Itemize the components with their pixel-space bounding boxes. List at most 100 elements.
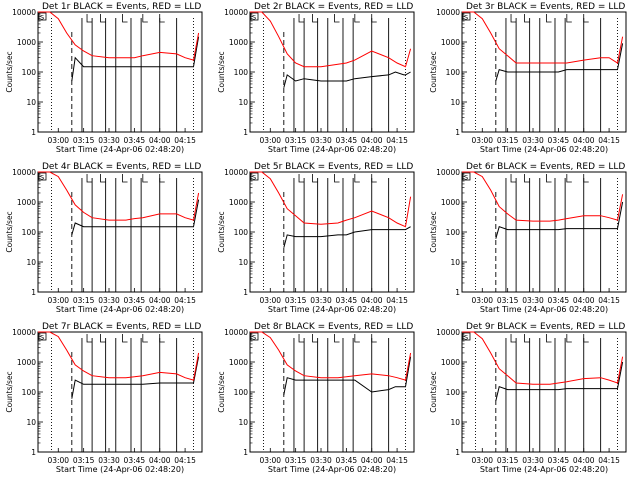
x-tick-label: 04:15 xyxy=(174,456,196,465)
y-tick-label: 1 xyxy=(455,288,460,297)
panel-title: Det 7r BLACK = Events, RED = LLD xyxy=(42,322,201,332)
det-panel-7: Det 7r BLACK = Events, RED = LLD S 1 10 100 1… xyxy=(5,322,203,474)
y-tick-label: 1000 xyxy=(441,358,460,367)
bracket-mark xyxy=(100,174,106,183)
y-tick-label: 1 xyxy=(455,128,460,137)
bracket-mark xyxy=(371,174,377,183)
events-series-line xyxy=(71,36,200,82)
corner-letter: S xyxy=(252,174,256,182)
det-panel-3: Det 3r BLACK = Events, RED = LLD S 1 10 100 1… xyxy=(429,2,627,154)
lld-series-line xyxy=(250,171,412,228)
lld-series-line xyxy=(38,171,200,221)
lld-series-line xyxy=(38,11,200,61)
y-tick-label: 100 xyxy=(22,228,37,237)
y-tick-label: 100 xyxy=(234,228,249,237)
bracket-mark xyxy=(524,174,530,183)
lld-series-line xyxy=(38,331,200,381)
bracket-mark xyxy=(566,174,572,183)
y-tick-label: 100 xyxy=(22,388,37,397)
corner-letter: S xyxy=(464,334,468,342)
y-axis-label: Counts/sec xyxy=(429,51,438,92)
x-tick-label: 03:45 xyxy=(336,296,358,305)
x-tick-label: 03:30 xyxy=(310,296,332,305)
x-tick-label: 03:00 xyxy=(259,136,281,145)
panel-title: Det 6r BLACK = Events, RED = LLD xyxy=(466,162,625,172)
y-tick-label: 10 xyxy=(450,418,460,427)
x-axis-label: Start Time (24-Apr-06 02:48:20) xyxy=(268,305,396,314)
det-panel-1: Det 1r BLACK = Events, RED = LLD S 1 10 100 1… xyxy=(5,2,203,154)
bracket-mark xyxy=(566,334,572,343)
x-tick-label: 03:15 xyxy=(73,456,95,465)
x-axis-label: Start Time (24-Apr-06 02:48:20) xyxy=(268,145,396,154)
lld-series-line xyxy=(462,331,624,385)
x-tick-label: 04:15 xyxy=(174,296,196,305)
bracket-mark xyxy=(122,174,128,183)
y-tick-label: 10 xyxy=(26,98,36,107)
bracket-mark xyxy=(312,14,318,23)
x-tick-label: 03:30 xyxy=(310,136,332,145)
x-tick-label: 03:15 xyxy=(285,136,307,145)
y-tick-label: 1 xyxy=(243,128,248,137)
x-tick-label: 03:30 xyxy=(522,136,544,145)
y-axis-label: Counts/sec xyxy=(5,211,14,252)
x-axis-label: Start Time (24-Apr-06 02:48:20) xyxy=(480,145,608,154)
y-tick-label: 10000 xyxy=(224,328,248,337)
x-tick-label: 04:15 xyxy=(174,136,196,145)
x-tick-label: 03:15 xyxy=(73,136,95,145)
y-tick-label: 1000 xyxy=(229,198,248,207)
x-tick-label: 03:00 xyxy=(471,136,493,145)
bracket-mark xyxy=(100,334,106,343)
x-tick-label: 03:00 xyxy=(47,296,69,305)
y-tick-label: 1 xyxy=(455,448,460,457)
bracket-mark xyxy=(100,14,106,23)
bracket-mark xyxy=(510,14,517,23)
corner-letter: S xyxy=(40,174,44,182)
x-tick-label: 03:45 xyxy=(124,456,146,465)
events-series-line xyxy=(71,199,200,236)
y-axis-label: Counts/sec xyxy=(429,371,438,412)
bracket-mark xyxy=(86,334,93,343)
y-tick-label: 10 xyxy=(450,258,460,267)
y-tick-label: 100 xyxy=(446,228,461,237)
y-axis-label: Counts/sec xyxy=(5,51,14,92)
bracket-mark xyxy=(583,14,589,23)
y-axis-label: Counts/sec xyxy=(429,211,438,252)
bracket-mark xyxy=(334,174,340,183)
y-tick-label: 1 xyxy=(31,448,36,457)
x-tick-label: 04:15 xyxy=(386,136,408,145)
bracket-mark xyxy=(371,14,377,23)
x-tick-label: 03:00 xyxy=(259,456,281,465)
bracket-mark xyxy=(142,174,148,183)
x-tick-label: 03:00 xyxy=(259,296,281,305)
corner-letter: S xyxy=(252,334,256,342)
x-tick-label: 03:45 xyxy=(124,296,146,305)
y-tick-label: 1 xyxy=(243,448,248,457)
x-axis-label: Start Time (24-Apr-06 02:48:20) xyxy=(268,465,396,474)
y-tick-label: 10000 xyxy=(224,168,248,177)
bracket-mark xyxy=(312,174,318,183)
bracket-mark xyxy=(354,334,360,343)
x-tick-label: 03:45 xyxy=(548,456,570,465)
y-tick-label: 1000 xyxy=(229,358,248,367)
y-tick-label: 10 xyxy=(450,98,460,107)
y-tick-label: 100 xyxy=(234,68,249,77)
bracket-mark xyxy=(334,334,340,343)
y-tick-label: 100 xyxy=(446,68,461,77)
bracket-mark xyxy=(142,334,148,343)
y-tick-label: 1000 xyxy=(17,38,36,47)
y-tick-label: 10000 xyxy=(436,328,460,337)
bracket-mark xyxy=(122,14,128,23)
det-panel-9: Det 9r BLACK = Events, RED = LLD S 1 10 100 1… xyxy=(429,322,627,474)
bracket-mark xyxy=(298,14,305,23)
x-tick-label: 03:00 xyxy=(47,456,69,465)
events-series-line xyxy=(283,71,411,88)
panel-title: Det 4r BLACK = Events, RED = LLD xyxy=(42,162,201,172)
bracket-mark xyxy=(546,14,552,23)
x-tick-label: 04:00 xyxy=(573,136,595,145)
y-tick-label: 1 xyxy=(31,128,36,137)
panel-title: Det 1r BLACK = Events, RED = LLD xyxy=(42,2,201,12)
det-panel-6: Det 6r BLACK = Events, RED = LLD S 1 10 100 1… xyxy=(429,162,627,314)
corner-letter: S xyxy=(40,334,44,342)
x-axis-label: Start Time (24-Apr-06 02:48:20) xyxy=(480,465,608,474)
plot-frame xyxy=(461,331,627,453)
